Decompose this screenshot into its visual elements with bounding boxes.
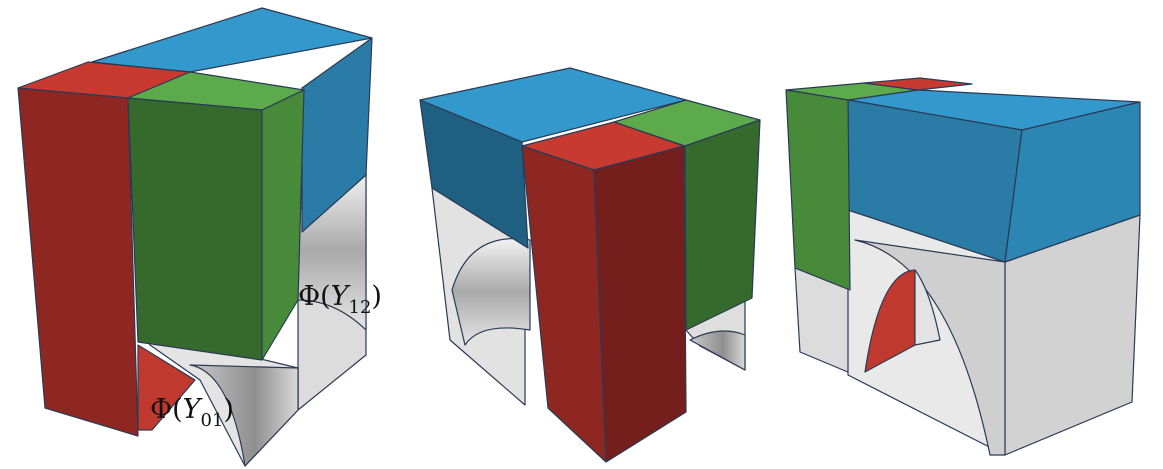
panel-1-red-column <box>17 61 196 437</box>
label-phi-y12: Φ(Y12) <box>298 281 382 318</box>
panel-3 <box>785 77 1141 456</box>
panel-2-green-block <box>613 99 761 331</box>
panel-1-blue-block <box>91 7 373 233</box>
panel-1-green-column <box>127 71 305 361</box>
panel-3-grey-base <box>794 209 1141 456</box>
panel-1: Φ(Y12) Φ(Y01) <box>17 7 382 467</box>
panel-3-blue-block <box>847 89 1141 263</box>
panel-3-green-block <box>785 82 919 291</box>
panel-2 <box>419 67 761 463</box>
panel-2-grey-base <box>431 187 746 406</box>
panel-2-blue-block <box>419 67 687 249</box>
panel-2-red-column <box>521 121 687 463</box>
panel-1-grey-base <box>139 149 367 467</box>
label-phi-y01: Φ(Y01) <box>150 394 234 431</box>
panel-3-red-block <box>863 77 973 91</box>
